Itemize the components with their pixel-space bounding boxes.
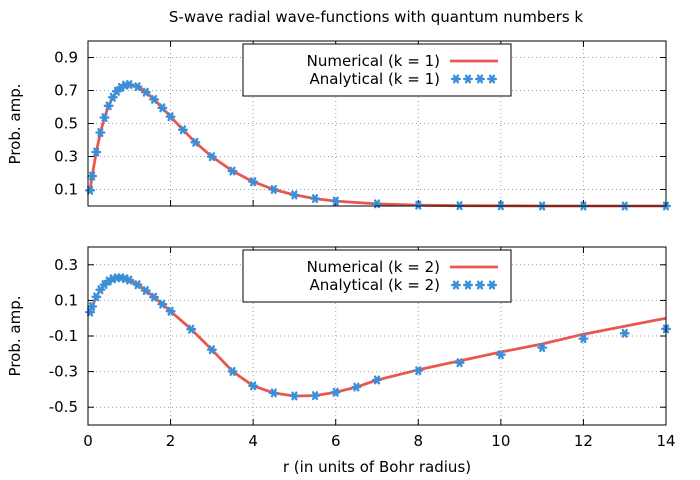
data-point — [95, 128, 106, 138]
x-tick-label: 0 — [83, 432, 93, 450]
x-axis-label: r (in units of Bohr radius) — [283, 458, 471, 476]
x-tick-label: 6 — [331, 432, 341, 450]
data-point — [227, 166, 238, 176]
data-point — [85, 185, 96, 195]
data-point — [99, 113, 110, 123]
data-point — [227, 366, 238, 376]
data-point — [310, 194, 321, 204]
data-point — [454, 358, 465, 368]
panel-k1: 0.1 0.3 0.5 0.7 0.9 Numerical (k = 1)Analytic… — [54, 40, 671, 211]
series-points-analytical — [85, 273, 671, 401]
data-point — [157, 299, 168, 309]
data-point — [87, 171, 98, 181]
legend-point-swatch — [463, 280, 473, 290]
data-point — [124, 275, 135, 285]
legend-label: Numerical (k = 1) — [307, 52, 440, 70]
y-tick-label: -0.1 — [49, 327, 78, 345]
data-point — [91, 147, 102, 157]
plot-frame — [87, 246, 667, 426]
data-point — [537, 343, 548, 353]
data-point — [206, 345, 217, 355]
y-tick-label: 0.1 — [54, 291, 78, 309]
data-point — [372, 375, 382, 385]
legend-point-swatch — [475, 74, 485, 84]
data-point — [330, 387, 341, 397]
y-tick-label: 0.3 — [54, 256, 78, 274]
x-tick-label: 10 — [491, 432, 510, 450]
y-tick-label: 0.3 — [54, 148, 78, 166]
chart-title: S-wave radial wave-functions with quantu… — [169, 8, 583, 26]
data-point — [140, 286, 151, 296]
series-points-analytical — [85, 80, 671, 211]
x-tick-label: 12 — [574, 432, 593, 450]
legend-point-swatch — [463, 74, 473, 84]
legend-point-swatch — [451, 280, 461, 290]
x-tick-label: 4 — [248, 432, 258, 450]
data-point — [140, 87, 151, 97]
legend-label: Numerical (k = 2) — [307, 258, 440, 276]
y-tick-label: 0.1 — [54, 181, 78, 199]
y-axis-label-top: Prob. amp. — [6, 84, 24, 165]
data-point — [177, 125, 188, 135]
data-point — [186, 324, 197, 334]
legend: Numerical (k = 1)Analytical (k = 1) — [242, 43, 512, 97]
x-tick-label: 8 — [414, 432, 424, 450]
legend-point-swatch — [451, 74, 461, 84]
data-point — [165, 112, 176, 122]
legend-box — [242, 43, 512, 97]
data-point — [206, 152, 217, 162]
legend-point-swatch — [487, 74, 497, 84]
data-point — [103, 101, 114, 111]
data-point — [413, 200, 424, 210]
y-tick-label: -0.3 — [49, 363, 78, 381]
legend-label: Analytical (k = 1) — [310, 70, 440, 88]
data-point — [578, 334, 589, 344]
legend: Numerical (k = 2)Analytical (k = 2) — [242, 249, 512, 303]
x-tick-label: 2 — [166, 432, 176, 450]
data-point — [132, 280, 143, 290]
data-point — [248, 177, 259, 187]
y-tick-label: 0.5 — [54, 115, 78, 133]
data-point — [351, 382, 362, 392]
y-axis-label-bottom: Prob. amp. — [6, 296, 24, 377]
data-point — [91, 292, 102, 302]
data-point — [157, 103, 168, 113]
data-point — [149, 292, 160, 302]
series-line-numerical — [88, 83, 666, 208]
y-tick-label: 0.7 — [54, 82, 78, 100]
y-tick-label: 0.9 — [54, 49, 78, 67]
x-tick-label: 14 — [656, 432, 675, 450]
data-point — [190, 137, 201, 147]
legend-point-swatch — [487, 280, 497, 290]
panel-k2: 0.3 0.1 -0.1 -0.3 -0.5 0 2 4 6 8 10 12 14 Numerical (… — [49, 246, 676, 450]
data-point — [413, 366, 424, 376]
data-point — [149, 94, 160, 104]
data-point — [87, 301, 98, 311]
legend-label: Analytical (k = 2) — [310, 276, 440, 294]
plot-frame — [87, 40, 667, 207]
data-point — [330, 196, 341, 206]
data-point — [132, 82, 143, 92]
data-point — [289, 190, 300, 200]
data-point — [289, 391, 300, 401]
data-point — [124, 80, 135, 90]
legend-box — [242, 249, 512, 303]
data-point — [310, 391, 321, 401]
y-tick-label: -0.5 — [49, 398, 78, 416]
legend-point-swatch — [475, 280, 485, 290]
data-point — [619, 328, 630, 338]
data-point — [248, 381, 259, 391]
data-point — [268, 185, 279, 194]
data-point — [495, 350, 506, 360]
data-point — [165, 306, 176, 316]
data-point — [268, 388, 279, 398]
